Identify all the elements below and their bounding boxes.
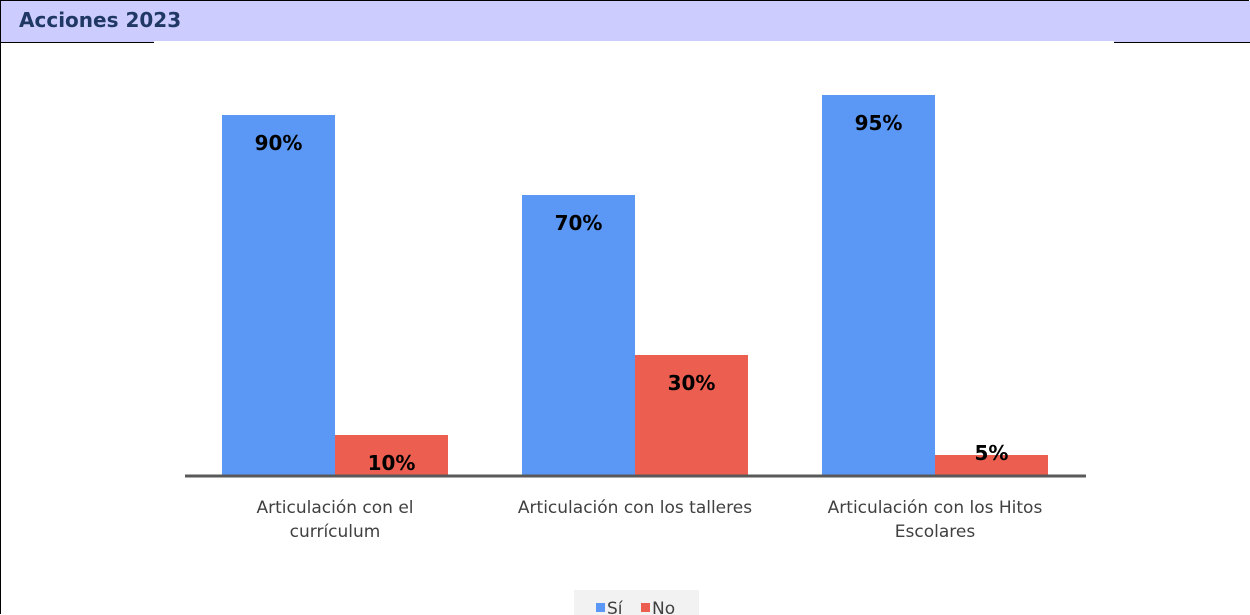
bar-no-1 — [335, 435, 448, 475]
bar-labels-group: 90% 70% 95% 10% 30% 5% — [255, 111, 1009, 475]
legend-swatch-si — [596, 603, 605, 612]
category-label-3-line-1: Articulación con los Hitos — [828, 498, 1043, 518]
data-label-no-1: 10% — [368, 451, 416, 475]
legend-label-no: No — [652, 599, 675, 615]
data-label-no-3: 5% — [975, 441, 1009, 465]
category-label-1-line-2: currículum — [290, 522, 381, 542]
category-label-3-line-2: Escolares — [895, 522, 976, 542]
data-label-si-3: 95% — [855, 111, 903, 135]
bar-si-2 — [522, 195, 635, 475]
category-label-2-line-1: Articulación con los talleres — [518, 498, 752, 518]
category-label-1-line-1: Articulación con el — [256, 498, 413, 518]
legend-background — [574, 590, 699, 615]
header-divider — [154, 41, 1114, 44]
data-label-si-1: 90% — [255, 131, 303, 155]
bar-si-3 — [822, 95, 935, 475]
bar-no-2 — [635, 355, 748, 475]
header-bar: Acciones 2023 — [1, 1, 1250, 43]
legend: Sí No — [574, 590, 699, 615]
bar-si-1 — [222, 115, 335, 475]
bar-no-3 — [935, 455, 1048, 475]
data-label-si-2: 70% — [555, 211, 603, 235]
legend-label-si: Sí — [607, 599, 624, 615]
page-title: Acciones 2023 — [19, 8, 182, 32]
legend-swatch-no — [641, 603, 650, 612]
bars-group — [222, 95, 1048, 475]
category-labels-group: Articulación con el currículum Articulació… — [256, 498, 1042, 542]
data-label-no-2: 30% — [668, 371, 716, 395]
